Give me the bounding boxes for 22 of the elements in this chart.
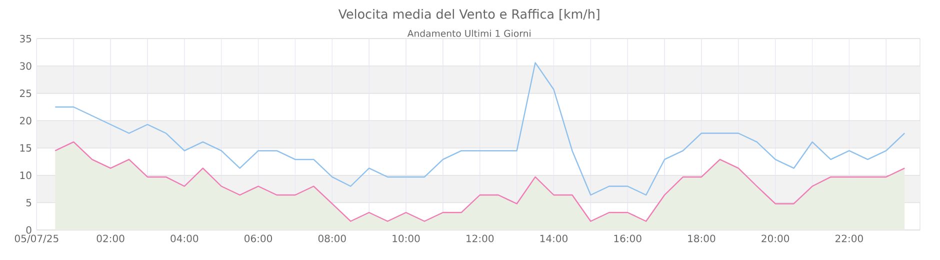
y-tick-label: 15 xyxy=(20,144,32,152)
x-tick-label: 06:00 xyxy=(244,234,272,242)
x-tick-label: 16:00 xyxy=(614,234,642,242)
x-tick-label: 05/07/25 xyxy=(14,234,58,244)
chart-subtitle: Andamento Ultimi 1 Giorni xyxy=(407,30,530,37)
x-tick-label: 04:00 xyxy=(170,234,198,242)
x-tick-label: 14:00 xyxy=(540,234,568,242)
x-tick-label: 22:00 xyxy=(836,234,863,242)
y-tick-label: 30 xyxy=(20,62,32,70)
y-tick-label: 20 xyxy=(20,116,32,124)
y-tick-label: 0 xyxy=(26,226,32,234)
x-tick-label: 08:00 xyxy=(318,234,346,242)
y-tick-label: 5 xyxy=(26,198,32,206)
y-tick-label: 35 xyxy=(20,34,32,42)
chart-title: Velocita media del Vento e Raffica [km/h] xyxy=(338,9,600,20)
y-tick-label: 25 xyxy=(20,90,32,98)
x-tick-label: 12:00 xyxy=(466,234,494,242)
x-tick-label: 20:00 xyxy=(762,234,790,242)
x-tick-label: 02:00 xyxy=(96,234,124,242)
x-tick-label: 10:00 xyxy=(392,234,420,242)
y-tick-label: 10 xyxy=(20,172,32,180)
x-tick-label: 18:00 xyxy=(688,234,716,242)
